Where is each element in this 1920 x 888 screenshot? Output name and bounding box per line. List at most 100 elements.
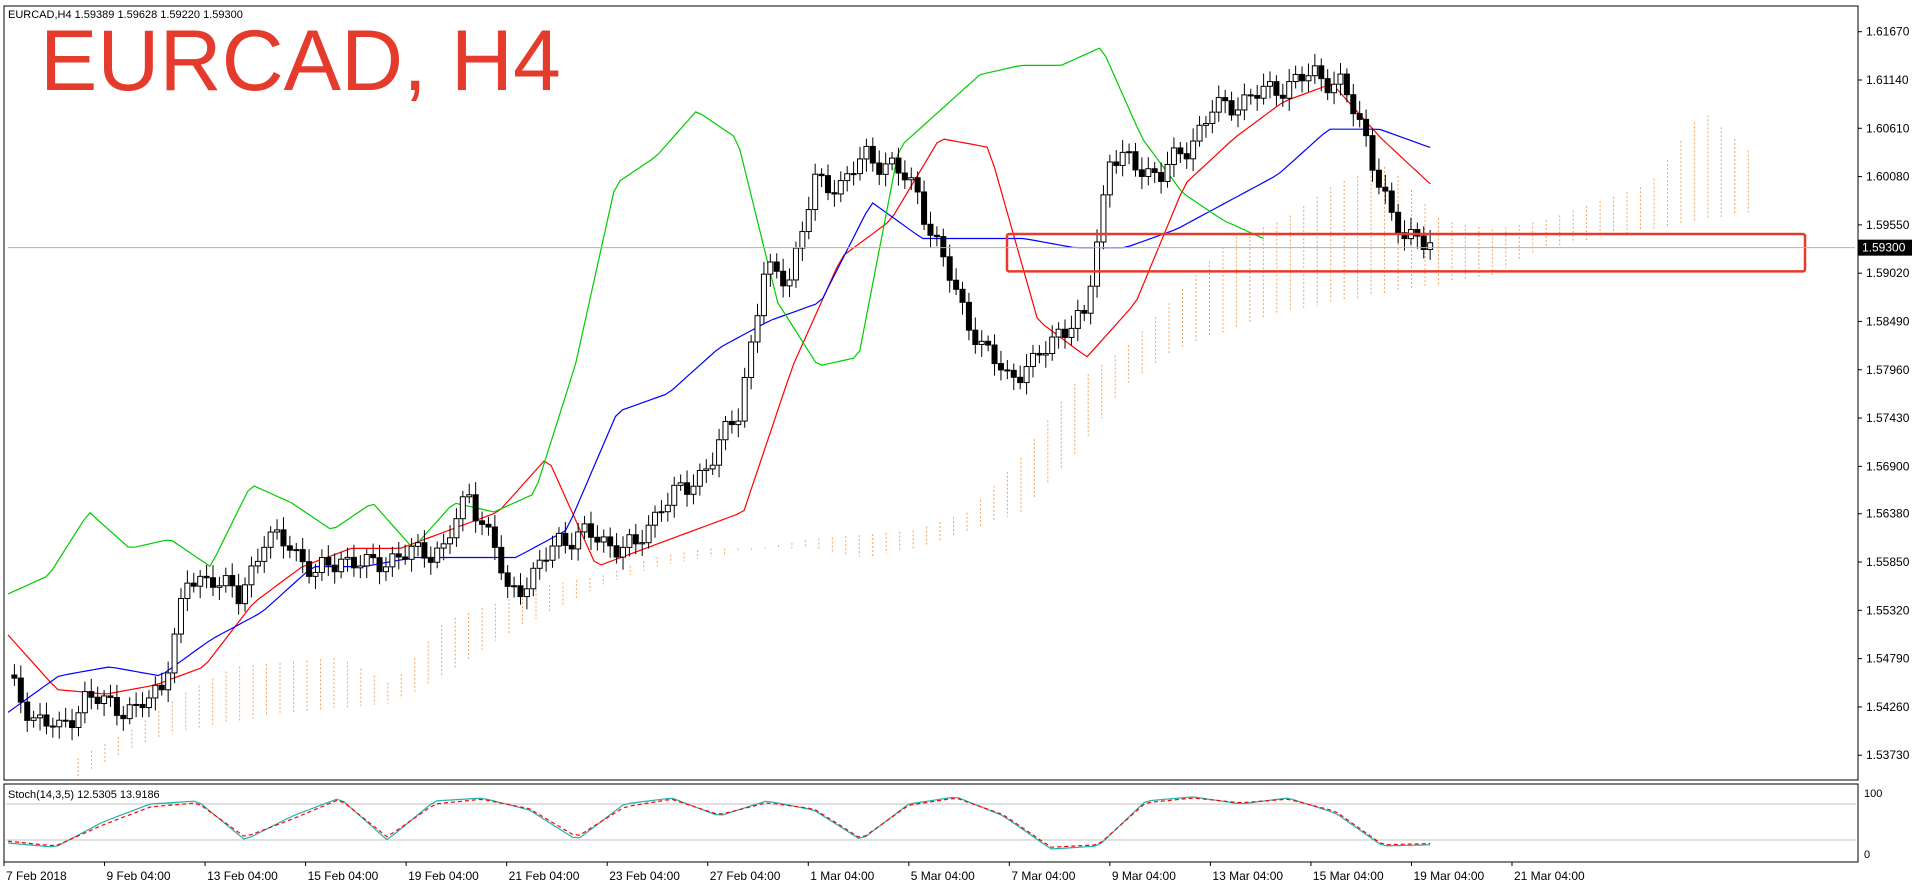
candle-body xyxy=(357,565,364,569)
candle-body xyxy=(113,696,120,716)
ichimoku-cloud xyxy=(77,115,1749,777)
candle-body xyxy=(459,496,466,520)
candle-body xyxy=(440,543,447,549)
candle-body xyxy=(382,566,389,573)
candle-body xyxy=(1004,369,1011,372)
y-tick-label: 1.56380 xyxy=(1866,507,1910,521)
candle-body xyxy=(171,633,178,674)
candle-body xyxy=(523,588,530,598)
candle-body xyxy=(1305,75,1312,82)
candle-body xyxy=(338,558,345,573)
tenkan-sen-line xyxy=(7,83,1431,695)
ichimoku-lines xyxy=(7,47,1431,713)
candle-body xyxy=(1081,310,1088,314)
candle-body xyxy=(216,585,223,588)
candle-body xyxy=(1395,211,1402,234)
candle-body xyxy=(235,585,242,605)
candle-body xyxy=(37,714,44,719)
y-tick-label: 1.54260 xyxy=(1866,700,1910,714)
candle-body xyxy=(1177,147,1184,155)
main-panel-frame xyxy=(3,5,1859,781)
candle-body xyxy=(901,172,908,181)
candle-body xyxy=(120,714,127,720)
candle-body xyxy=(24,701,31,721)
candle-body xyxy=(1279,94,1286,99)
candle-body xyxy=(985,340,992,346)
candle-body xyxy=(453,518,460,539)
candle-body xyxy=(1215,97,1222,113)
candle-body xyxy=(831,192,838,195)
candle-body xyxy=(1388,190,1395,213)
y-tick-label: 1.54790 xyxy=(1866,652,1910,666)
candle-body xyxy=(1049,336,1056,355)
candle-body xyxy=(11,674,18,679)
candle-body xyxy=(1267,81,1274,87)
candle-body xyxy=(511,585,518,588)
candle-body xyxy=(632,534,639,545)
candle-body xyxy=(978,340,985,345)
candle-body xyxy=(1254,94,1261,99)
candle-body xyxy=(101,695,108,705)
x-tick-label: 15 Feb 04:00 xyxy=(308,869,379,883)
candle-body xyxy=(421,542,428,559)
candle-body xyxy=(709,464,716,470)
candle-body xyxy=(145,697,152,709)
candle-body xyxy=(184,582,191,599)
candle-body xyxy=(1106,161,1113,196)
candle-body xyxy=(466,494,473,498)
candle-body xyxy=(17,677,24,703)
stochastic-label: Stoch(14,3,5) 12.5305 13.9186 xyxy=(8,789,160,801)
y-tick-label: 1.56900 xyxy=(1866,459,1910,473)
candle-body xyxy=(293,549,300,552)
candle-body xyxy=(472,494,479,522)
stoch-main-line xyxy=(7,796,1431,850)
x-tick-label: 21 Mar 04:00 xyxy=(1514,869,1585,883)
candle-body xyxy=(1369,135,1376,171)
candle-body xyxy=(56,719,63,728)
candle-body xyxy=(447,537,454,545)
candle-body xyxy=(1017,376,1024,384)
candle-body xyxy=(626,534,633,548)
candle-body xyxy=(850,173,857,176)
symbol-info: EURCAD,H4 1.59389 1.59628 1.59220 1.5930… xyxy=(8,9,243,21)
candle-body xyxy=(1151,168,1158,174)
candle-body xyxy=(933,234,940,238)
candle-body xyxy=(1010,369,1017,378)
candle-body xyxy=(152,684,159,699)
candle-body xyxy=(177,597,184,635)
candle-body xyxy=(741,376,748,422)
stoch-signal-line xyxy=(7,797,1431,848)
candle-body xyxy=(965,301,972,331)
stochastic-oscillator xyxy=(6,796,1856,850)
candlesticks xyxy=(11,53,1434,741)
candle-body xyxy=(1401,232,1408,240)
candle-body xyxy=(1382,186,1389,192)
candle-body xyxy=(767,261,774,275)
candle-body xyxy=(318,557,325,573)
candle-body xyxy=(1324,78,1331,94)
candle-body xyxy=(792,247,799,281)
stochastic-level-low: 0 xyxy=(1864,849,1870,861)
candle-body xyxy=(837,180,844,195)
candle-body xyxy=(274,529,281,533)
candle-body xyxy=(575,531,582,550)
candle-body xyxy=(158,684,165,691)
x-tick-label: 5 Mar 04:00 xyxy=(911,869,975,883)
time-axis: 7 Feb 2018 9 Feb 04:00 13 Feb 04:00 15 Feb … xyxy=(3,862,1585,883)
candle-body xyxy=(1087,285,1094,314)
y-tick-label: 1.60080 xyxy=(1866,170,1910,184)
candle-body xyxy=(88,691,95,698)
candle-body xyxy=(1292,73,1299,83)
candle-body xyxy=(997,363,1004,371)
candle-body xyxy=(434,547,441,563)
candle-body xyxy=(491,526,498,548)
candle-body xyxy=(607,536,614,547)
candle-body xyxy=(1299,73,1306,82)
candle-body xyxy=(555,532,562,547)
candle-body xyxy=(677,482,684,486)
candle-body xyxy=(1427,242,1434,250)
resistance-zone xyxy=(1005,232,1807,273)
candle-body xyxy=(299,549,306,563)
candle-body xyxy=(549,545,556,561)
